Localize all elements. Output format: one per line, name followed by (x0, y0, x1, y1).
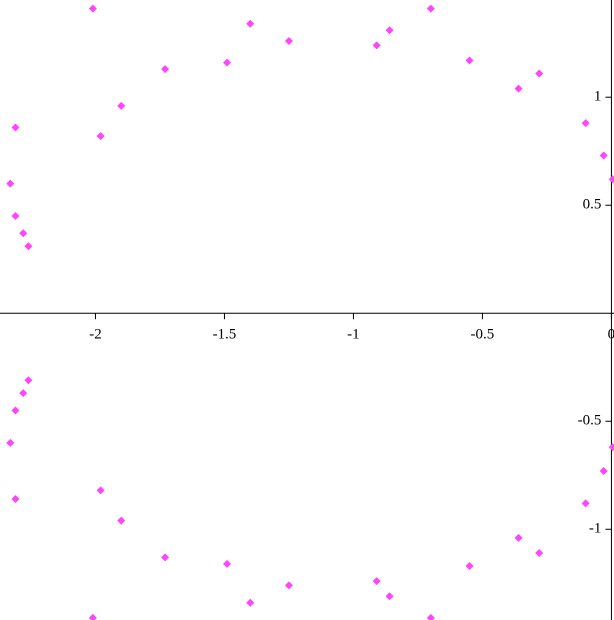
point (96, 132, 105, 141)
point (372, 41, 381, 50)
point (88, 613, 97, 620)
point (11, 406, 20, 415)
y-tick-label: 0.5 (583, 197, 602, 213)
point (24, 242, 33, 251)
y-tick-label: -1 (589, 521, 602, 537)
point (465, 56, 474, 65)
point (11, 495, 20, 504)
x-tick-label: -2 (89, 327, 102, 343)
point (608, 175, 614, 184)
point (11, 123, 20, 132)
point (514, 84, 523, 93)
x-tick-label: 0 (608, 327, 614, 343)
point (6, 438, 15, 447)
y-tick-label: -0.5 (578, 413, 602, 429)
point (223, 58, 232, 67)
point (117, 101, 126, 110)
point (385, 26, 394, 35)
point (117, 516, 126, 525)
x-tick-label: -1 (347, 327, 360, 343)
point (6, 179, 15, 188)
point (426, 613, 435, 620)
point (161, 553, 170, 562)
point (88, 4, 97, 13)
point (284, 581, 293, 590)
point (372, 577, 381, 586)
point (465, 561, 474, 570)
point (608, 443, 614, 452)
y-tick-label: 1 (594, 89, 602, 105)
point (581, 499, 590, 508)
point (535, 69, 544, 78)
point (426, 4, 435, 13)
point (19, 229, 28, 238)
point (284, 37, 293, 46)
x-tick-label: -1.5 (213, 327, 237, 343)
point (19, 389, 28, 398)
x-tick-label: -0.5 (471, 327, 495, 343)
point (599, 466, 608, 475)
point (161, 65, 170, 74)
point (535, 549, 544, 558)
point (246, 598, 255, 607)
point (11, 212, 20, 221)
point (385, 592, 394, 601)
point (246, 19, 255, 28)
point (223, 559, 232, 568)
point (581, 119, 590, 128)
point (599, 151, 608, 160)
point (24, 376, 33, 385)
point (96, 486, 105, 495)
point (514, 533, 523, 542)
